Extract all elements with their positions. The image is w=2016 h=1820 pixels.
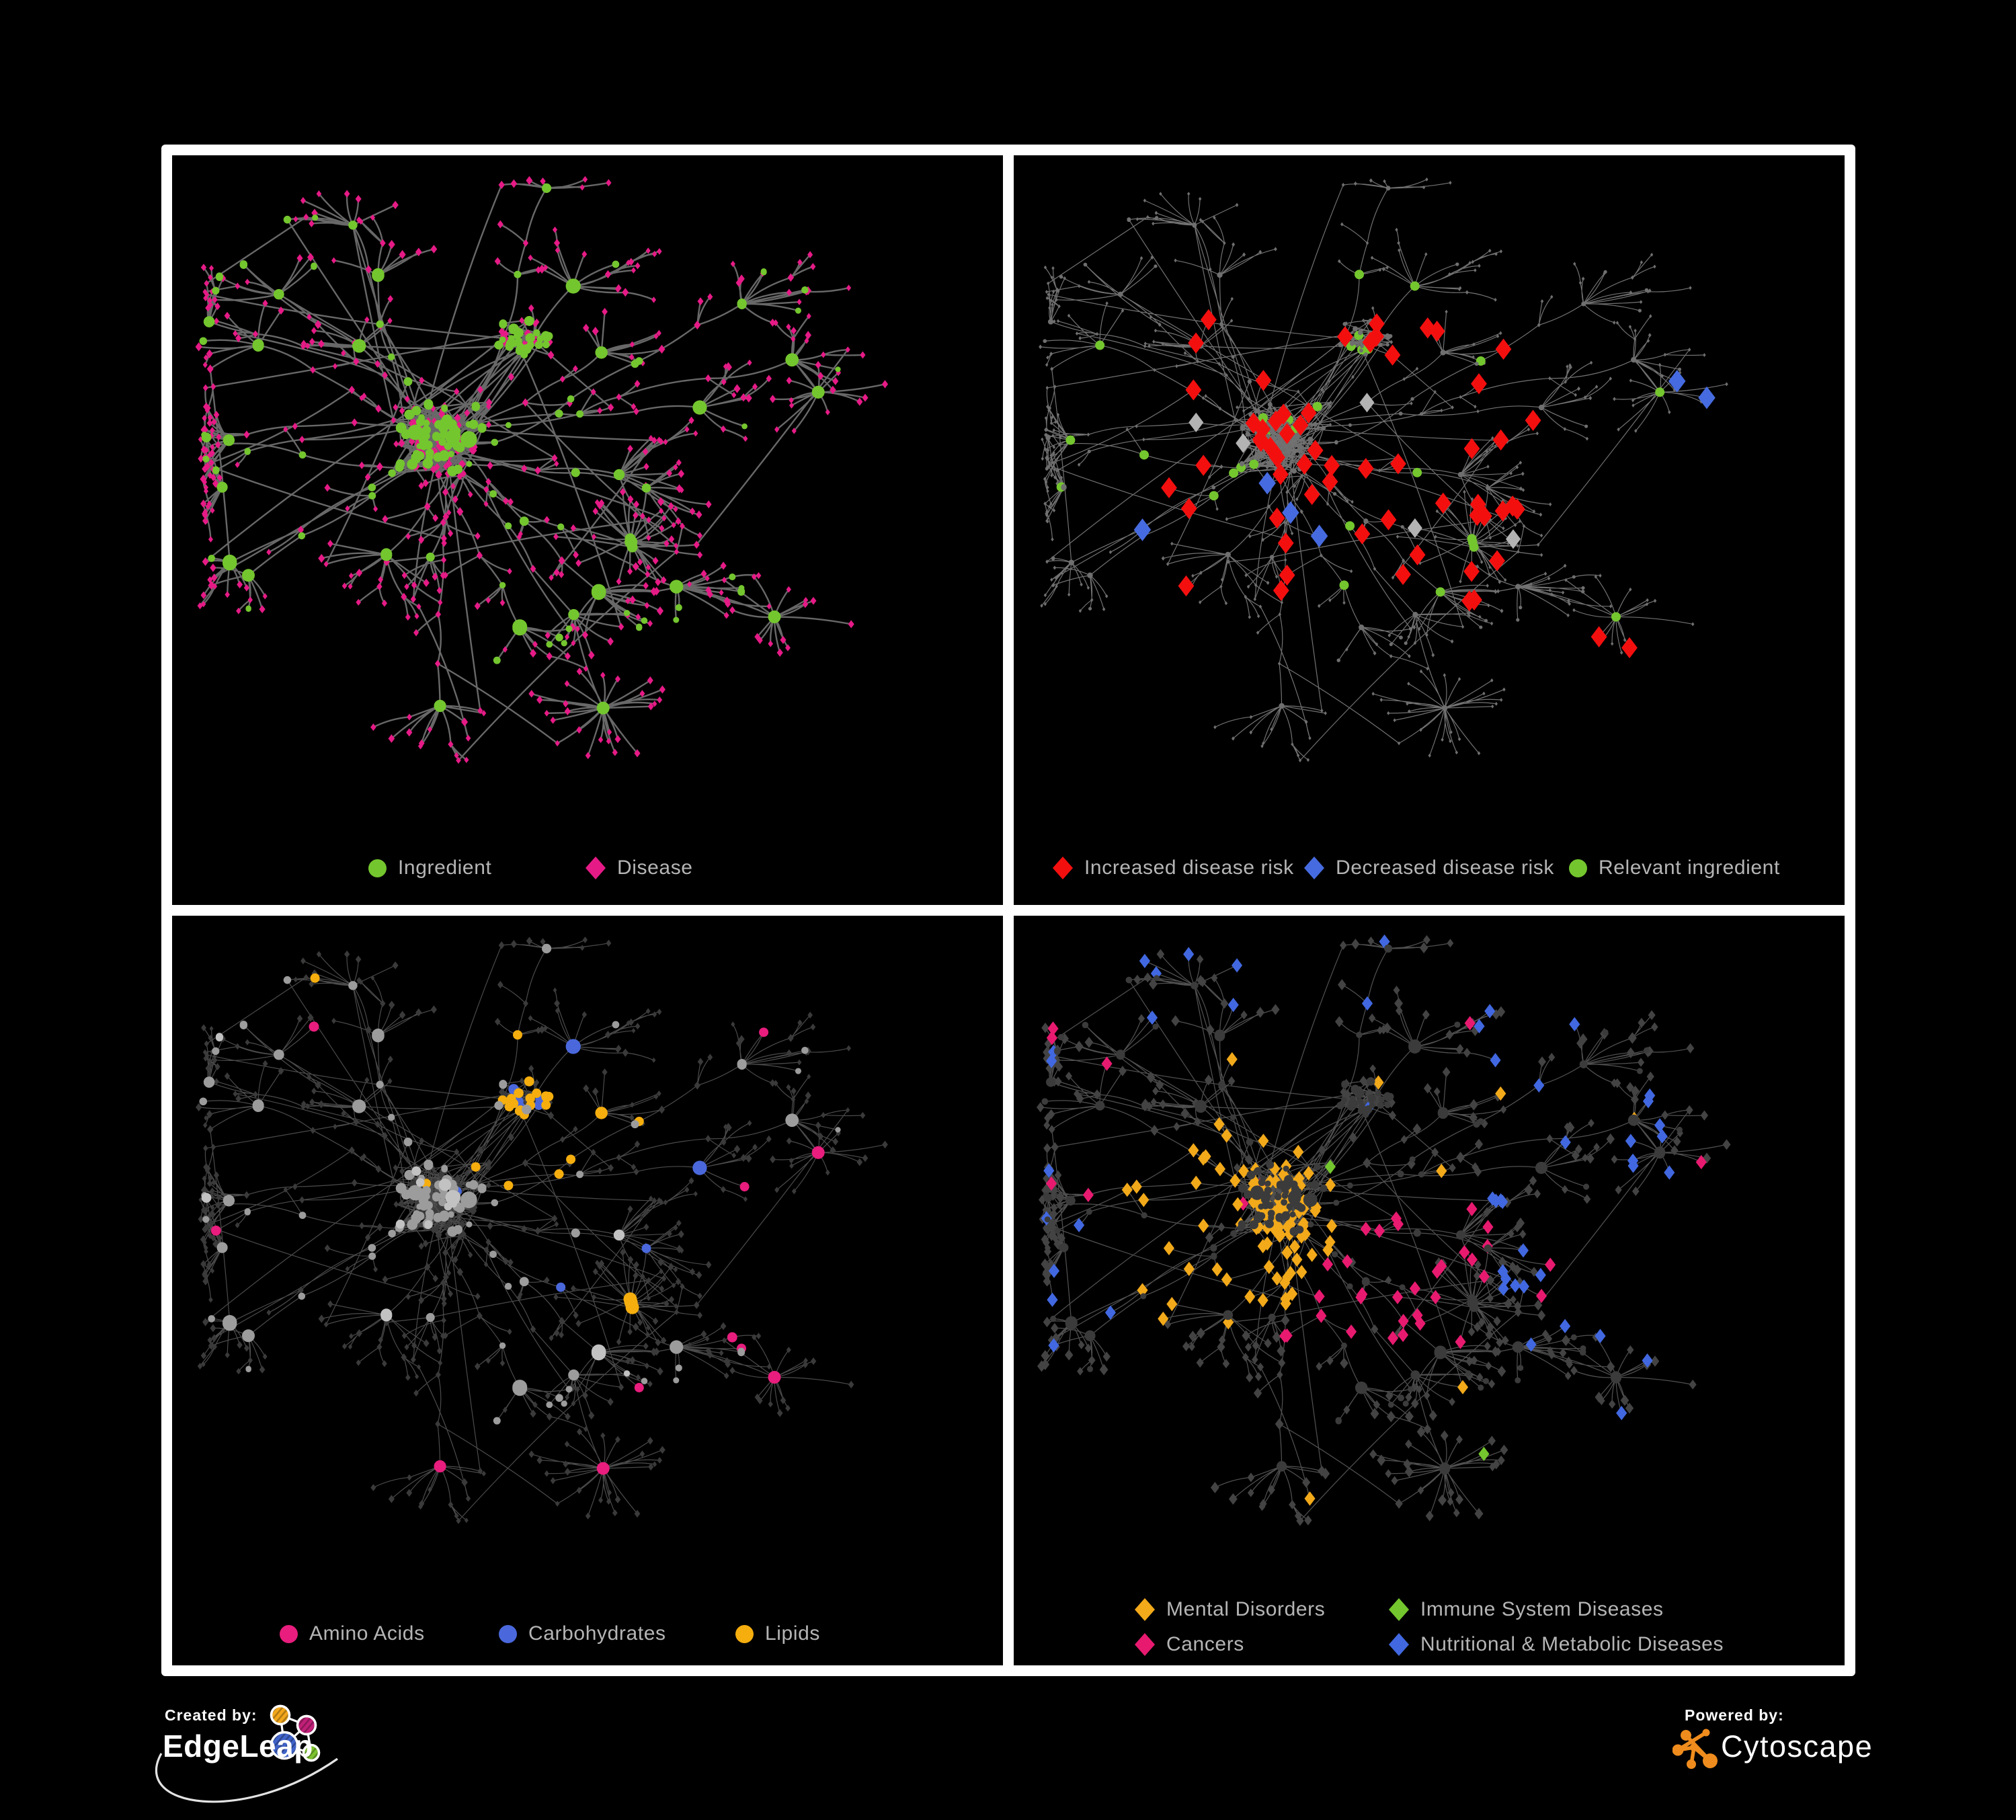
created-by-label: Created by: [165,1706,257,1724]
ingredient-nodes [199,183,841,715]
network-disease-categories-graph [1037,934,1731,1526]
ingredient-nodes [1056,270,1665,622]
cytoscape-logo-icon [1672,1729,1718,1769]
graph-edges [1040,179,1727,761]
edgeleap-branding: Created by: EdgeLeap [114,1694,370,1820]
panel-ingredient-disease: Ingredient Disease [172,155,1003,905]
panel-chemical-classes: Amino Acids Carbohydrates Lipids [172,916,1003,1665]
edgeleap-wordmark: EdgeLeap [163,1729,313,1764]
network-ingredient-disease-graph [195,175,889,764]
network-disease-risk-graph [1039,177,1728,762]
disease-nodes [1133,370,1716,548]
powered-by-label: Powered by: [1685,1706,1784,1724]
panels-frame: Ingredient Disease Increased disease risk… [161,145,1855,1676]
disease-nodes [1037,935,1731,1526]
network-chemical-classes-graph [196,937,888,1524]
disease-nodes [1045,1016,1707,1349]
panel-disease-risk: Increased disease risk Decreased disease … [1014,155,1845,905]
cytoscape-branding: Powered by: Cytoscape [1660,1694,1970,1795]
panel-disease-categories: Mental Disorders Immune System Diseases Ca… [1014,916,1845,1665]
edgeleap-logo-icon [155,1704,338,1803]
disease-nodes [1121,1052,1640,1506]
cytoscape-wordmark: Cytoscape [1721,1729,1873,1764]
disease-nodes [1041,934,1675,1421]
